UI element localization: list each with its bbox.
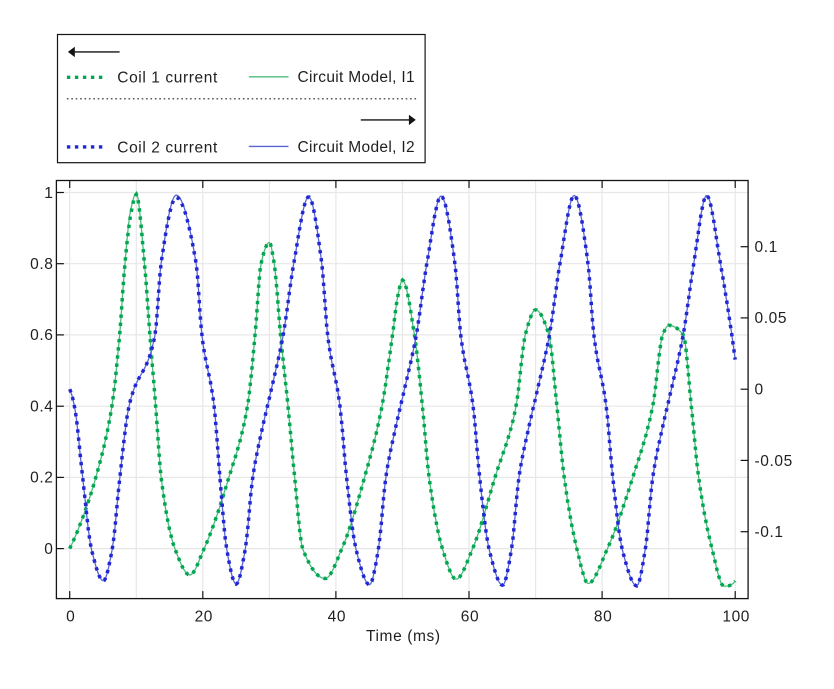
svg-text:-0.1: -0.1: [755, 524, 784, 541]
svg-text:60: 60: [461, 608, 479, 625]
svg-text:-0.05: -0.05: [755, 453, 793, 470]
svg-text:Coil 2 current: Coil 2 current: [117, 139, 218, 156]
svg-text:100: 100: [722, 608, 750, 625]
svg-text:Time (ms): Time (ms): [366, 628, 441, 645]
svg-text:Circuit Model, I1: Circuit Model, I1: [298, 69, 415, 86]
svg-text:0.6: 0.6: [30, 327, 53, 344]
svg-text:Circuit Model, I2: Circuit Model, I2: [298, 139, 415, 156]
svg-text:0.8: 0.8: [30, 256, 53, 273]
svg-text:80: 80: [594, 608, 612, 625]
svg-text:40: 40: [328, 608, 346, 625]
svg-text:0.4: 0.4: [30, 399, 53, 416]
svg-text:0: 0: [44, 541, 53, 558]
svg-text:20: 20: [195, 608, 213, 625]
svg-text:0.05: 0.05: [755, 310, 788, 327]
svg-text:0.2: 0.2: [30, 470, 53, 487]
svg-text:0: 0: [66, 608, 75, 625]
svg-text:Coil 1 current: Coil 1 current: [117, 70, 218, 87]
svg-text:0: 0: [755, 382, 764, 399]
svg-text:0.1: 0.1: [755, 239, 778, 256]
svg-text:1: 1: [44, 185, 53, 202]
